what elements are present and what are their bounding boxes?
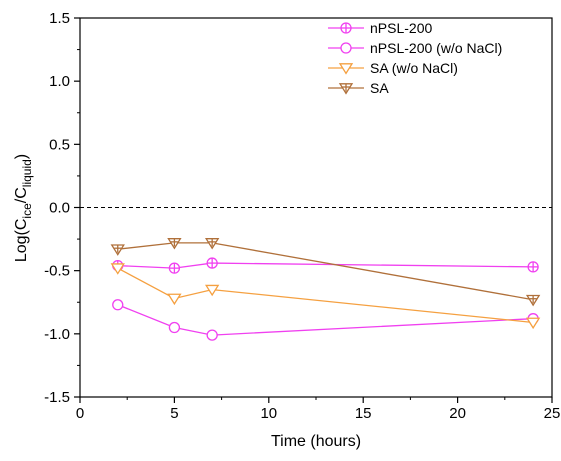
data-point (206, 257, 218, 269)
y-tick-label: -1.0 (44, 326, 70, 343)
plot-area (80, 207, 552, 341)
y-tick-label: 0.0 (49, 200, 70, 217)
y-tick-label: 1.5 (49, 10, 70, 27)
y-tick-label: 0.5 (49, 136, 70, 153)
legend-entry-0: nPSL-200 (328, 20, 432, 36)
legend: nPSL-200 nPSL-200 (w/o NaCl) SA (w/o NaCl)… (328, 20, 502, 96)
data-point (204, 284, 220, 297)
series-0 (112, 257, 539, 274)
axes: 0 5 10 15 20 25 -1.5 -1.0 -0.5 0.0 0.5 1.0 1.5 (44, 10, 560, 422)
data-point (112, 299, 124, 311)
x-tick-label: 20 (449, 405, 466, 422)
legend-marker (340, 42, 352, 54)
data-point (110, 244, 125, 256)
series-2 (110, 263, 541, 330)
y-axis-title: Log(Cice/Cliquid) (13, 154, 34, 262)
legend-entry-1: nPSL-200 (w/o NaCl) (328, 40, 502, 56)
data-point (206, 329, 218, 341)
data-point (167, 238, 182, 250)
legend-entry-2: SA (w/o NaCl) (328, 60, 458, 76)
legend-marker (340, 22, 352, 34)
legend-label: nPSL-200 (370, 20, 432, 36)
series-line (117, 242, 534, 301)
legend-label: nPSL-200 (w/o NaCl) (370, 40, 502, 56)
data-point (168, 321, 181, 334)
y-tick-label: -1.5 (44, 389, 70, 406)
legend-marker (338, 83, 354, 95)
legend-label: SA (w/o NaCl) (370, 60, 458, 76)
x-tick-label: 0 (76, 405, 84, 422)
data-point (527, 261, 539, 273)
series-3 (110, 238, 541, 307)
x-tick-label: 10 (260, 405, 277, 422)
series-line (117, 262, 534, 269)
legend-entry-3: SA (328, 80, 389, 96)
x-tick-label: 25 (544, 405, 561, 422)
legend-label: SA (370, 80, 389, 96)
data-point (525, 294, 541, 307)
data-point (525, 317, 541, 330)
x-tick-label: 5 (170, 405, 178, 422)
data-point (168, 262, 181, 274)
series-line (117, 304, 534, 336)
data-point (204, 238, 220, 250)
legend-marker (338, 63, 354, 75)
x-tick-label: 15 (355, 405, 372, 422)
x-axis-title: Time (hours) (271, 433, 361, 450)
series-1 (112, 299, 539, 341)
data-point (110, 263, 125, 275)
series-line (117, 267, 534, 324)
y-tick-label: -0.5 (44, 263, 70, 280)
data-point (167, 293, 182, 306)
y-tick-label: 1.0 (49, 73, 70, 90)
